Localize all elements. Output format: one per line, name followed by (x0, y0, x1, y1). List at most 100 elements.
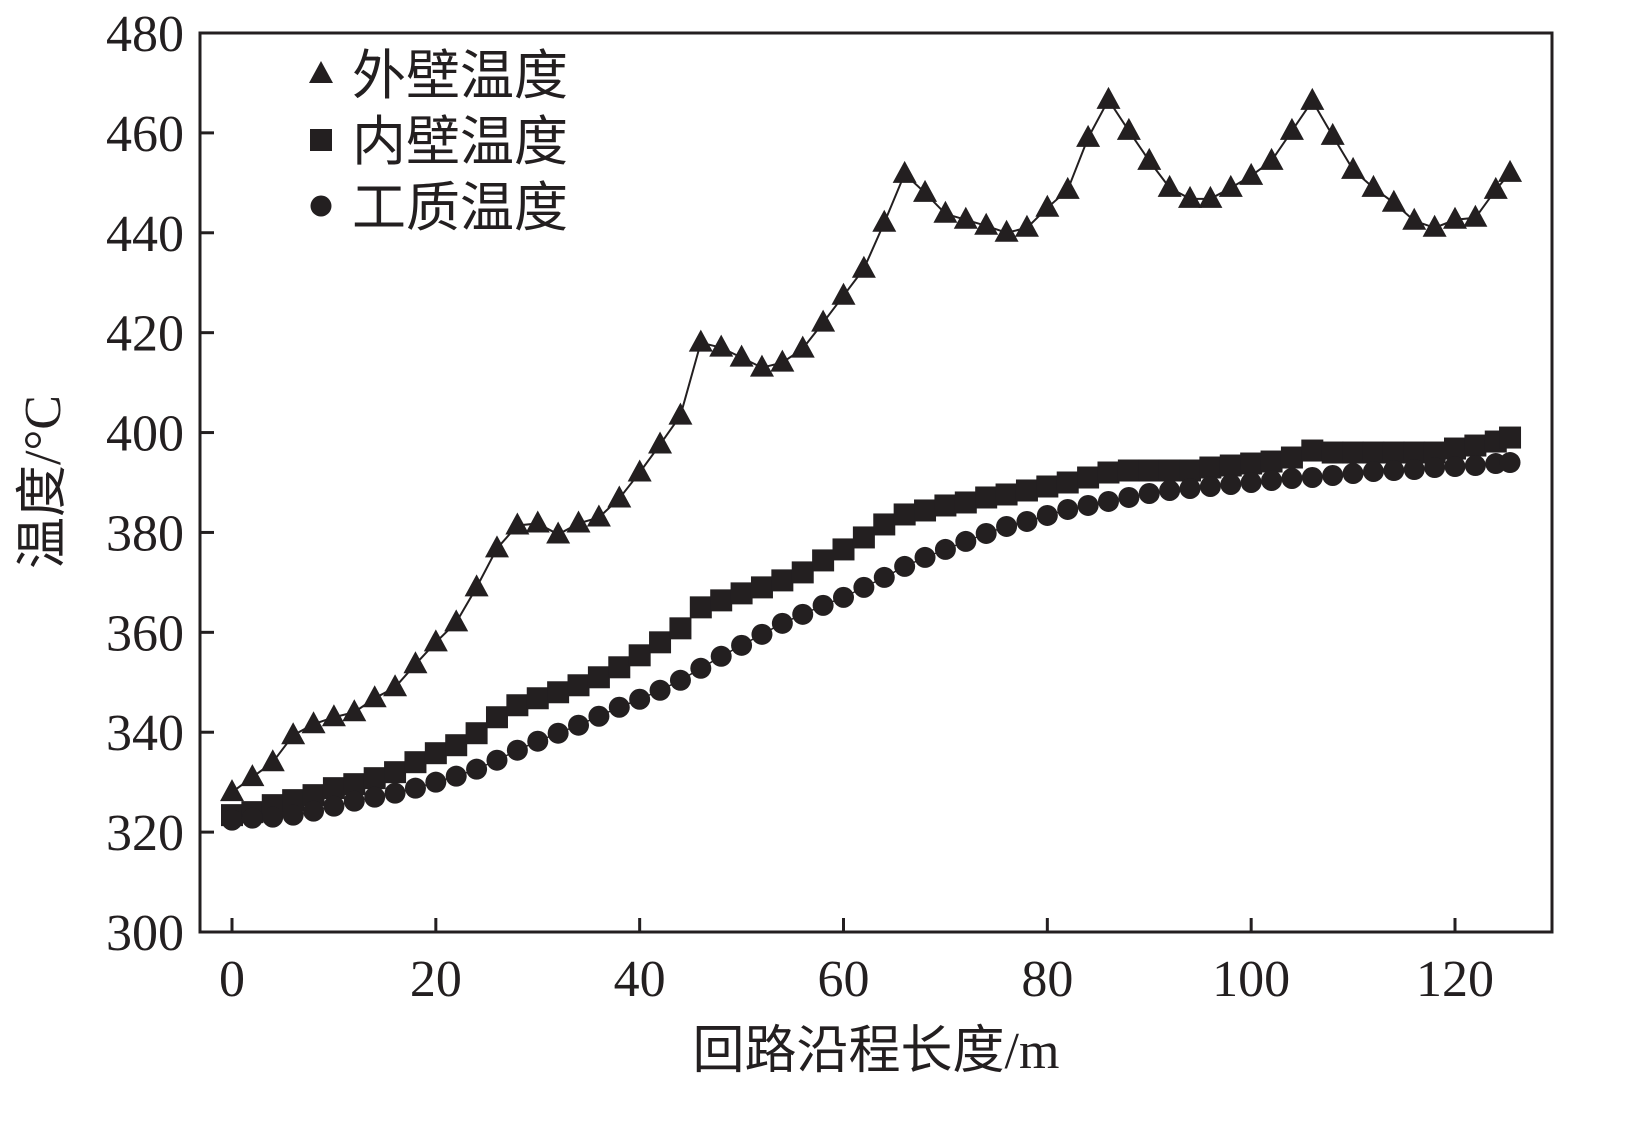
data-point (1342, 463, 1364, 485)
data-point (1382, 441, 1405, 464)
data-point (424, 742, 447, 765)
data-point (710, 645, 732, 667)
data-point (833, 586, 854, 608)
data-point (1402, 207, 1427, 230)
data-point (547, 722, 569, 744)
data-point (852, 526, 875, 549)
data-point (1159, 479, 1181, 501)
data-point (1301, 439, 1324, 462)
data-point (1077, 494, 1099, 516)
data-point (1261, 470, 1283, 492)
data-point (974, 212, 999, 235)
data-point (1220, 473, 1242, 495)
y-tick-label: 460 (106, 106, 184, 163)
data-point (629, 688, 651, 710)
data-point (486, 749, 508, 771)
data-point (527, 730, 549, 752)
data-point (465, 722, 488, 745)
data-point (1483, 176, 1508, 199)
data-point (260, 749, 285, 772)
data-point (1097, 490, 1119, 512)
data-point (955, 530, 977, 552)
data-point (220, 779, 244, 802)
x-tick-label: 120 (1416, 951, 1494, 1008)
data-point (1096, 86, 1121, 109)
data-point (281, 722, 306, 745)
data-point (1464, 434, 1487, 457)
data-point (731, 634, 753, 656)
data-point (690, 657, 712, 679)
data-point (608, 696, 630, 718)
data-point (321, 704, 346, 727)
data-point (262, 806, 284, 828)
data-point (1260, 450, 1283, 473)
data-point (771, 569, 794, 592)
data-point (709, 334, 734, 357)
data-point (1498, 159, 1523, 182)
data-point (1383, 460, 1405, 482)
data-point (485, 706, 508, 729)
data-point (648, 431, 673, 454)
data-point (811, 309, 836, 332)
data-point (1259, 147, 1284, 170)
data-point (546, 521, 571, 544)
data-point (1157, 174, 1182, 197)
data-point (851, 255, 876, 278)
series-circle (221, 452, 1521, 831)
data-point (1444, 437, 1466, 460)
y-tick-label: 480 (106, 6, 184, 63)
data-point (282, 804, 304, 826)
data-point (1179, 477, 1201, 499)
data-point (873, 513, 896, 536)
data-point (1322, 465, 1344, 487)
data-point (1239, 162, 1264, 185)
series-square (221, 426, 1522, 827)
data-point (587, 666, 610, 689)
data-point (934, 494, 957, 517)
data-point (1342, 441, 1365, 464)
data-point (302, 784, 325, 807)
data-point (750, 576, 773, 599)
data-point (1178, 185, 1203, 208)
data-point (1199, 456, 1222, 479)
data-point (1116, 117, 1141, 140)
data-point (364, 786, 386, 808)
data-point (975, 486, 998, 509)
data-point (1117, 459, 1140, 482)
data-point (628, 644, 651, 667)
data-point (975, 522, 997, 544)
data-point (1035, 194, 1060, 217)
data-point (1280, 446, 1303, 469)
data-point (1055, 176, 1080, 199)
data-point (363, 767, 386, 790)
data-point (1499, 452, 1521, 474)
data-point (649, 631, 672, 654)
data-point (1057, 498, 1079, 520)
data-point (669, 669, 691, 691)
data-point (1464, 455, 1486, 477)
data-point (1424, 457, 1446, 479)
data-point (1279, 117, 1304, 140)
data-point (1056, 471, 1079, 494)
data-point (1443, 206, 1467, 229)
data-point (1158, 459, 1181, 482)
data-point (1499, 426, 1522, 449)
data-point (771, 612, 793, 634)
x-axis-label: 回路沿程长度/m (693, 1023, 1060, 1080)
plot-frame (198, 31, 1554, 934)
data-point (404, 777, 426, 799)
data-point (954, 491, 977, 514)
data-point (1198, 185, 1223, 208)
data-point (445, 765, 467, 787)
data-point (383, 674, 408, 697)
data-point (953, 206, 978, 229)
data-point (423, 629, 448, 652)
data-point (914, 499, 937, 522)
data-point (526, 687, 549, 710)
data-point (343, 773, 366, 796)
data-point (730, 582, 753, 605)
data-point (343, 790, 365, 812)
data-point (464, 574, 489, 597)
data-point (649, 679, 671, 701)
legend-label: 内壁温度 (352, 112, 568, 172)
